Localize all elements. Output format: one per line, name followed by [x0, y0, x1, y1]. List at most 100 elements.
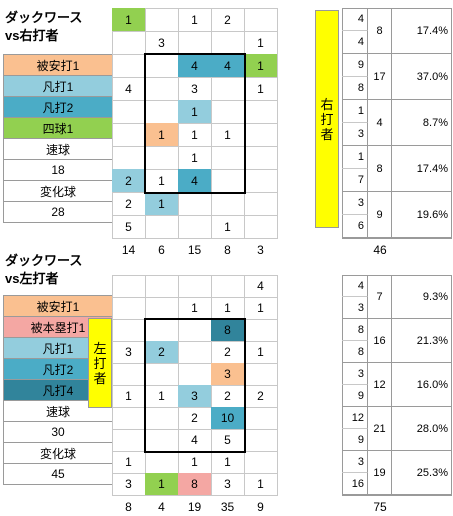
zone-cell: 3 [178, 385, 212, 408]
summary-count: 8 [342, 77, 368, 100]
breaking-label: 変化球 [3, 442, 113, 464]
summary-percent: 17.4% [392, 146, 452, 192]
legend-item: 凡打2 [3, 96, 113, 118]
summary-table [342, 8, 452, 239]
zone-cell [112, 297, 146, 320]
zone-cell: 1 [145, 473, 179, 496]
zone-cell: 1 [244, 297, 278, 320]
zone-cell: 2 [145, 341, 179, 364]
zone-cell [112, 429, 146, 452]
summary-percent: 28.0% [392, 407, 452, 451]
zone-cell [112, 100, 146, 124]
summary-percent: 37.0% [392, 54, 452, 100]
batter-side-bar: 左打者 [88, 318, 112, 408]
zone-cell [211, 146, 245, 170]
column-total: 4 [158, 500, 165, 514]
zone-cell [244, 429, 278, 452]
zone-cell [112, 407, 146, 430]
column-total: 15 [187, 243, 202, 257]
breaking-value: 28 [3, 201, 113, 223]
zone-cell [112, 31, 146, 55]
zone-cell [244, 407, 278, 430]
legend-item: 被安打1 [3, 295, 113, 317]
zone-cell [112, 363, 146, 386]
zone-cell: 1 [145, 169, 179, 193]
zone-cell [145, 77, 179, 101]
zone-cell [244, 192, 278, 216]
zone-cell: 2 [211, 8, 245, 32]
zone-cell: 4 [244, 275, 278, 298]
zone-cell [244, 100, 278, 124]
zone-cell: 3 [112, 341, 146, 364]
zone-cell: 10 [211, 407, 245, 430]
summary-count: 3 [342, 363, 368, 385]
summary-table [342, 275, 452, 496]
zone-cell: 1 [244, 54, 278, 78]
zone-cell [145, 407, 179, 430]
zone-cell: 1 [145, 385, 179, 408]
zone-cell [211, 100, 245, 124]
summary-total: 21 [368, 407, 392, 451]
chart-title: ダックワース [5, 10, 83, 25]
zone-cell: 2 [211, 341, 245, 364]
zone-cell [244, 363, 278, 386]
summary-percent: 21.3% [392, 319, 452, 363]
zone-cell: 4 [178, 54, 212, 78]
zone-cell [211, 77, 245, 101]
zone-cell: 1 [112, 385, 146, 408]
zone-cell: 4 [211, 54, 245, 78]
zone-cell [211, 192, 245, 216]
summary-count: 9 [342, 54, 368, 77]
batter-side-label: 打 [93, 355, 107, 371]
column-total: 35 [220, 500, 235, 514]
column-total: 8 [125, 500, 132, 514]
zone-cell [145, 297, 179, 320]
zone-cell [112, 54, 146, 78]
chart-subtitle: vs右打者 [5, 28, 59, 43]
column-total: 19 [187, 500, 202, 514]
zone-cell [178, 363, 212, 386]
zone-cell: 1 [211, 123, 245, 147]
summary-percent: 17.4% [392, 8, 452, 54]
zone-cell: 5 [211, 429, 245, 452]
zone-cell: 4 [112, 77, 146, 101]
summary-count: 3 [342, 192, 368, 215]
zone-cell: 3 [211, 473, 245, 496]
breaking-value: 45 [3, 463, 113, 485]
zone-cell: 1 [112, 451, 146, 474]
summary-count: 1 [342, 146, 368, 169]
summary-count: 9 [342, 429, 368, 451]
zone-cell [178, 275, 212, 298]
chart-subtitle: vs左打者 [5, 271, 59, 286]
summary-count: 8 [342, 341, 368, 363]
summary-count: 3 [342, 451, 368, 473]
summary-total: 8 [368, 146, 392, 192]
batter-side-label: 左 [93, 340, 107, 356]
zone-cell: 1 [178, 297, 212, 320]
zone-cell: 1 [178, 451, 212, 474]
zone-cell [112, 275, 146, 298]
zone-cell [211, 275, 245, 298]
zone-cell [178, 319, 212, 342]
zone-cell [211, 31, 245, 55]
zone-cell [211, 169, 245, 193]
zone-cell [112, 146, 146, 170]
zone-cell: 1 [211, 215, 245, 239]
zone-cell: 1 [178, 100, 212, 124]
zone-cell: 4 [178, 429, 212, 452]
zone-cell [244, 319, 278, 342]
zone-cell [244, 215, 278, 239]
column-total: 9 [257, 500, 264, 514]
summary-count: 4 [342, 8, 368, 31]
fastball-value: 30 [3, 421, 113, 443]
zone-cell: 1 [145, 123, 179, 147]
zone-cell: 8 [211, 319, 245, 342]
summary-count: 16 [342, 473, 368, 495]
legend-item: 被安打1 [3, 54, 113, 76]
zone-cell [244, 146, 278, 170]
zone-cell [145, 54, 179, 78]
summary-count: 7 [342, 169, 368, 192]
summary-total: 9 [368, 192, 392, 238]
column-total: 8 [224, 243, 231, 257]
legend-item: 四球1 [3, 117, 113, 139]
